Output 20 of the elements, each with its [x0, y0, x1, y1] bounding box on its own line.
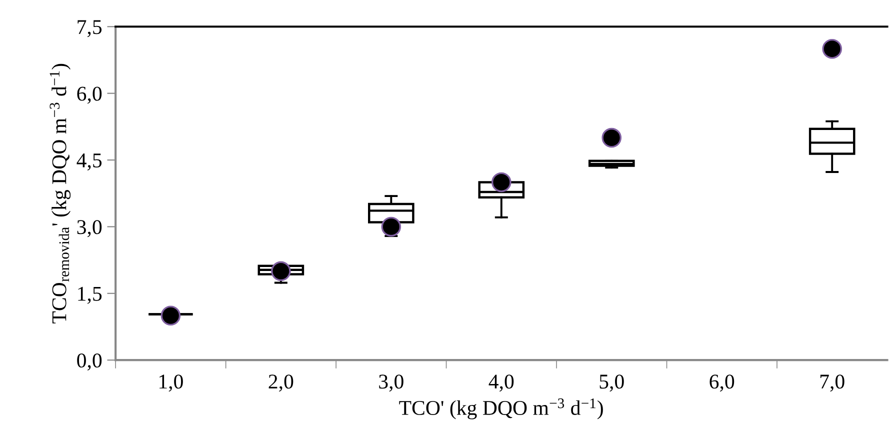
y-tick-label: 3,0 — [77, 220, 102, 238]
x-tick-label: 7,0 — [820, 374, 844, 392]
y-axis-title: TCO$_{removida}$' (kg DQO m$^{−3}$ d$^{−1}$) — [50, 64, 71, 324]
y-tick-label: 7,5 — [78, 20, 102, 38]
point — [602, 128, 622, 148]
y-tick-label: 0,0 — [77, 353, 102, 371]
y-tick-label: 6,0 — [77, 86, 102, 104]
x-tick-label: 1,0 — [160, 374, 183, 392]
x-tick-label: 4,0 — [488, 374, 514, 392]
x-tick-label: 2,0 — [268, 374, 294, 392]
x-tick-label: 5,0 — [600, 374, 624, 392]
y-tick-label: 4,5 — [76, 154, 102, 170]
x-axis-title: TCO' (kg DQO m$^{−3}$ d$^{−1}$) — [399, 398, 603, 420]
x-tick-label: 6,0 — [710, 374, 734, 392]
point — [160, 306, 181, 326]
point — [492, 172, 512, 192]
point — [381, 216, 402, 237]
point — [271, 261, 291, 282]
y-tick-label: 1,5 — [78, 286, 102, 304]
x-tick-label: 3,0 — [379, 374, 404, 392]
